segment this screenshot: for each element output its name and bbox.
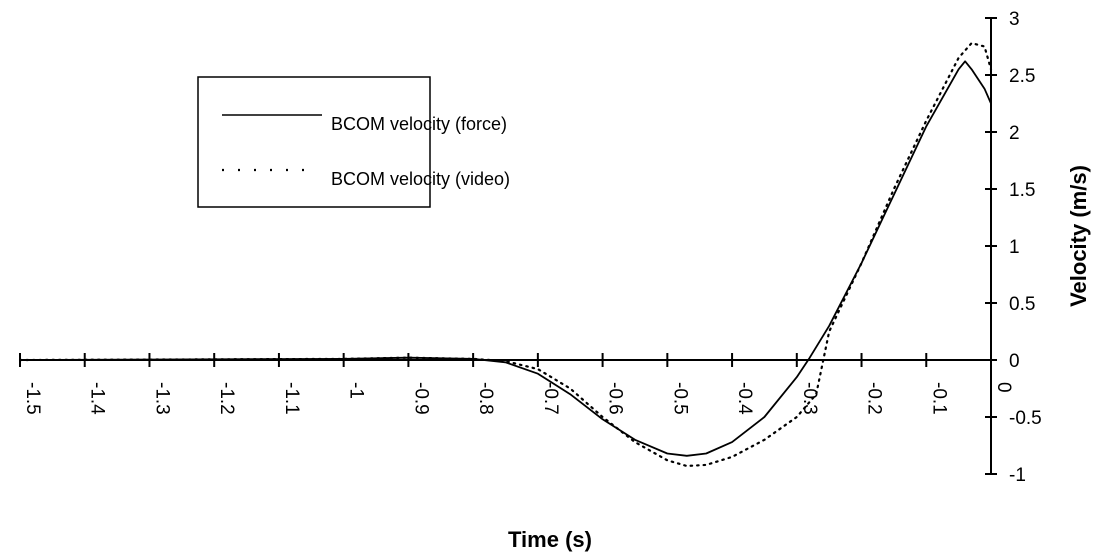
legend-label-force: BCOM velocity (force) [331,114,507,134]
legend: BCOM velocity (force) BCOM velocity (vid… [197,76,510,208]
x-tick-label: -0.6 [605,382,626,415]
y-tick-label: 1.5 [1009,180,1035,201]
x-tick-label: -1.3 [151,382,172,415]
x-tick-label: -0.5 [669,382,690,415]
y-axis-title: Velocity (m/s) [1066,165,1091,307]
x-tick-label: -0.7 [540,382,561,415]
x-tick-label: -1.1 [281,382,302,415]
x-tick-label: -1 [346,382,367,399]
y-tick-label: 0 [1009,351,1020,372]
y-tick-label: -1 [1009,465,1026,486]
y-tick-label: 1 [1009,237,1020,258]
y-tick-label: 2 [1009,123,1020,144]
y-axis: -1 -0.5 0 0.5 1 1.5 2 2.5 3 [985,9,1042,486]
x-tick-label: -0.2 [864,382,885,415]
x-tick-label: -0.3 [799,382,820,415]
y-tick-label: -0.5 [1009,408,1042,429]
x-tick-label: 0 [993,382,1014,393]
x-tick-label: -1.4 [87,382,108,415]
series-line-video [18,41,993,468]
x-axis-title: Time (s) [508,527,592,552]
x-tick-label: -0.8 [475,382,496,415]
y-tick-label: 0.5 [1009,294,1035,315]
series-layer [18,41,993,468]
legend-box [197,76,431,208]
x-tick-label: -1.2 [216,382,237,415]
series-line-force [19,60,992,457]
x-axis: -1.5 -1.4 -1.3 -1.2 -1.1 -1 -0.9 -0.8 -0.7 -0.6 -0… [19,353,1014,415]
x-tick-label: -0.9 [410,382,431,415]
x-tick-label: -0.4 [734,382,755,415]
y-tick-label: 3 [1009,9,1020,30]
y-tick-label: 2.5 [1009,66,1035,87]
x-tick-label: -0.1 [928,382,949,415]
legend-label-video: BCOM velocity (video) [331,169,510,189]
x-tick-label: -1.5 [22,382,43,415]
